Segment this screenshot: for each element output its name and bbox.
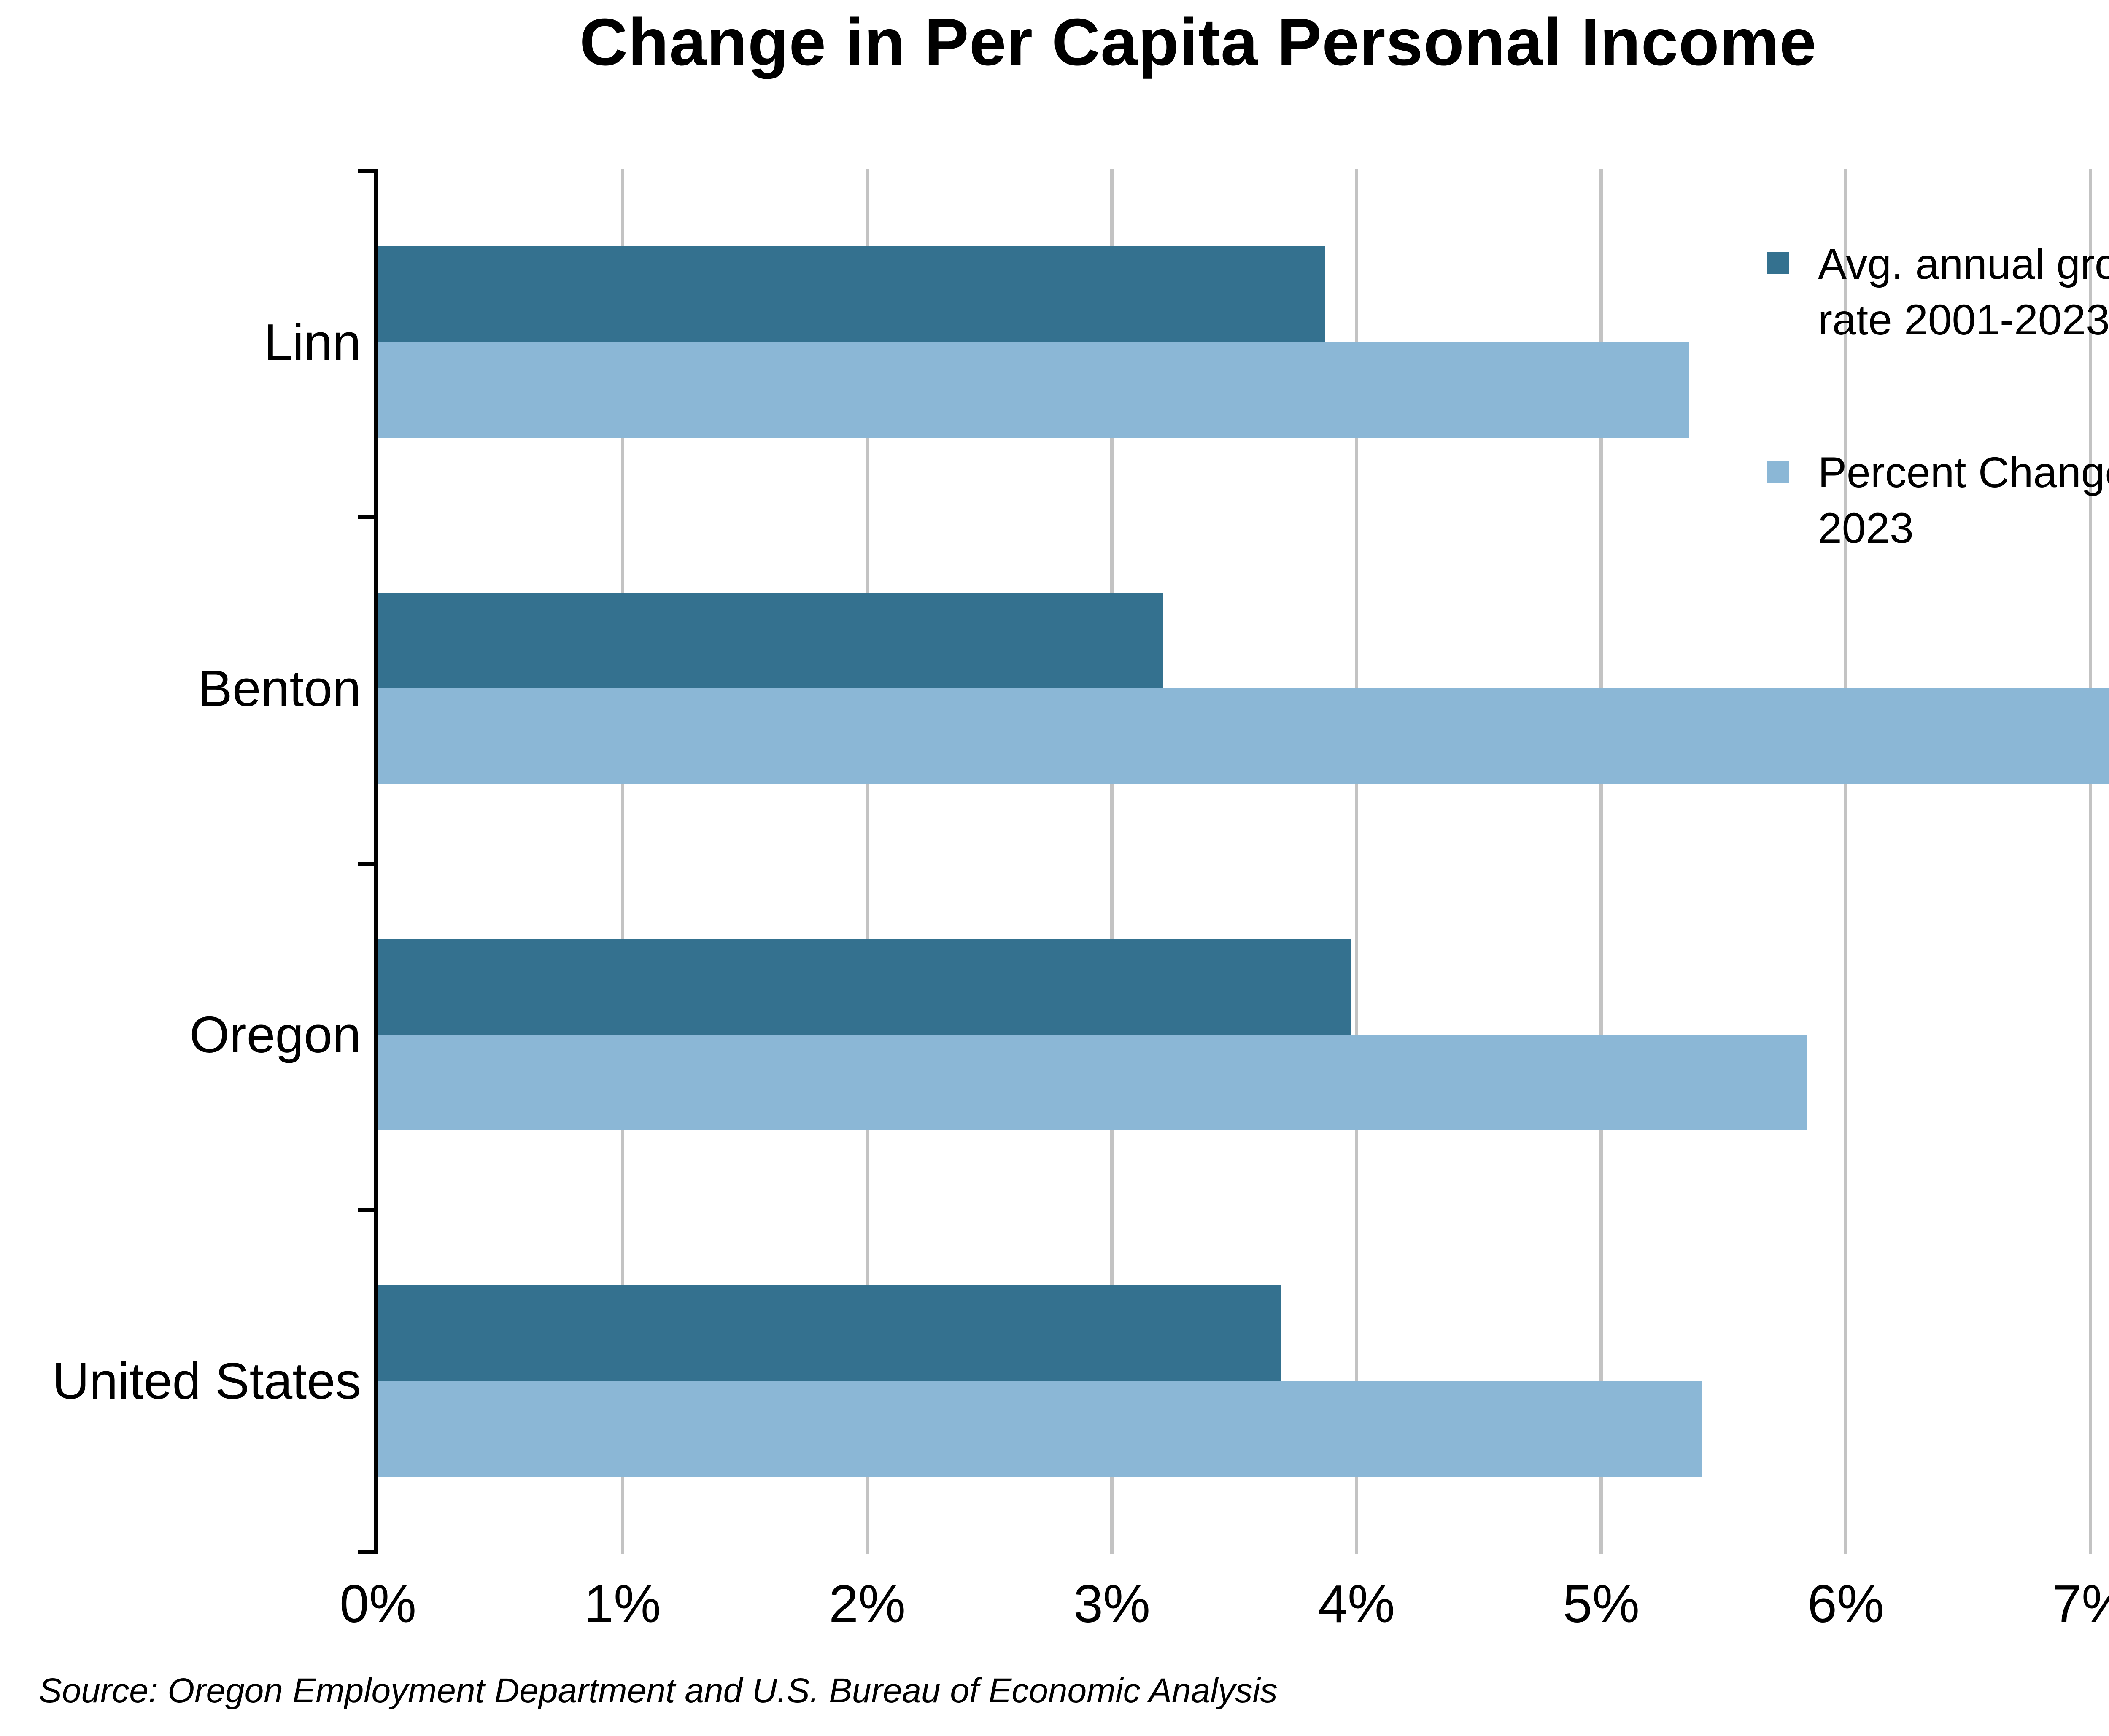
category-label-linn: Linn [264, 313, 361, 371]
category-label-benton: Benton [198, 659, 361, 717]
plot-area: Linn Benton Oregon United States 0% 1% 2% 3% 4% 5… [52, 169, 2109, 1634]
y-axis-tick [358, 862, 374, 866]
bar-benton-avg-annual-growth [378, 592, 1163, 688]
y-axis-line [374, 169, 378, 1554]
legend-label-line: Avg. annual growth [1818, 240, 2109, 288]
gridline-7-percent [2089, 169, 2092, 1554]
category-label-united-states: United States [52, 1352, 361, 1410]
legend: Avg. annual growth rate 2001-2023 Percen… [1767, 236, 2109, 653]
legend-label-line: Percent Change 2022- [1818, 448, 2109, 496]
gridline-6-percent [1844, 169, 1847, 1554]
x-tick-label-7-percent: 7% [2052, 1574, 2109, 1634]
legend-label-line: rate 2001-2023 [1818, 296, 2109, 344]
y-axis-tick [358, 1208, 374, 1212]
bar-benton-percent-change [378, 688, 2109, 784]
gridline-2-percent [866, 169, 869, 1554]
bar-linn-percent-change [378, 342, 1689, 438]
x-tick-label-2-percent: 2% [828, 1574, 906, 1634]
bar-oregon-avg-annual-growth [378, 939, 1352, 1035]
legend-label-line: 2023 [1818, 504, 1914, 552]
chart-title: Change in Per Capita Personal Income [579, 5, 1817, 79]
legend-item-percent-change: Percent Change 2022- 2023 [1767, 445, 2109, 556]
y-axis-tick [358, 169, 374, 173]
legend-swatch-light-blue [1767, 461, 1789, 483]
x-tick-label-1-percent: 1% [584, 1574, 661, 1634]
legend-swatch-dark-blue [1767, 252, 1789, 274]
category-label-oregon: Oregon [189, 1006, 361, 1064]
bar-united-states-percent-change [378, 1381, 1702, 1477]
y-axis-tick [358, 1550, 374, 1554]
gridline-1-percent [621, 169, 624, 1554]
x-tick-label-6-percent: 6% [1807, 1574, 1885, 1634]
y-axis-tick [358, 515, 374, 519]
source-note: Source: Oregon Employment Department and… [39, 1671, 1278, 1710]
legend-item-avg-annual-growth: Avg. annual growth rate 2001-2023 [1767, 236, 2109, 348]
x-tick-label-5-percent: 5% [1562, 1574, 1640, 1634]
gridline-5-percent [1599, 169, 1603, 1554]
bar-united-states-avg-annual-growth [378, 1285, 1281, 1381]
x-tick-label-4-percent: 4% [1318, 1574, 1395, 1634]
x-tick-label-0-percent: 0% [339, 1574, 417, 1634]
bar-oregon-percent-change [378, 1035, 1807, 1131]
gridline-3-percent [1110, 169, 1114, 1554]
bar-linn-avg-annual-growth [378, 246, 1325, 342]
x-tick-label-3-percent: 3% [1073, 1574, 1151, 1634]
gridline-4-percent [1355, 169, 1358, 1554]
